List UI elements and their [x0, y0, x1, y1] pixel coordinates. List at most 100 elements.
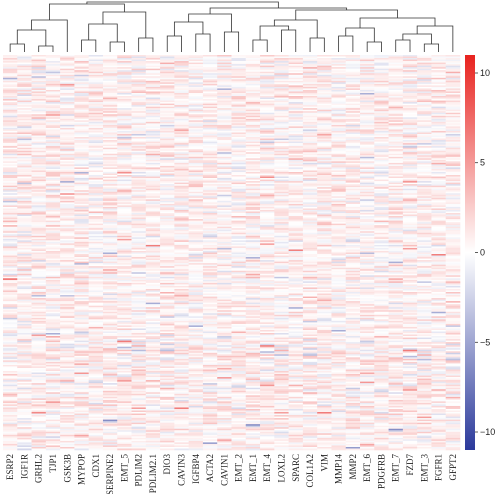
heatmap-cell [60, 171, 75, 174]
heatmap-cell [188, 416, 204, 419]
heatmap-cell [45, 258, 61, 261]
heatmap-cell [231, 380, 247, 382]
heatmap-cell [160, 340, 175, 343]
heatmap-cell [88, 325, 104, 328]
heatmap-cell [260, 73, 275, 76]
heatmap-cell [174, 395, 189, 398]
heatmap-cell [74, 422, 89, 425]
heatmap-cell [217, 103, 232, 106]
heatmap-cell [217, 117, 232, 120]
heatmap-cell [174, 185, 189, 188]
heatmap-cell [188, 228, 204, 231]
heatmap-cell [145, 220, 161, 223]
heatmap-cell [145, 325, 161, 328]
heatmap-cell [188, 118, 204, 121]
heatmap-cell [17, 392, 32, 395]
heatmap-cell [3, 147, 18, 150]
heatmap-cell [3, 380, 18, 382]
heatmap-cell [188, 301, 204, 303]
heatmap-cell [174, 260, 189, 262]
heatmap-cell [245, 418, 261, 420]
heatmap-cell [3, 86, 18, 89]
heatmap-cell [74, 225, 89, 227]
heatmap-cell [60, 91, 75, 94]
heatmap-cell [88, 415, 104, 417]
heatmap-cell [117, 301, 132, 303]
heatmap-cell [188, 337, 204, 340]
heatmap-cell [3, 389, 18, 392]
heatmap-cell [45, 404, 61, 407]
heatmap-cell [260, 361, 275, 364]
heatmap-cell [231, 226, 247, 229]
heatmap-cell [174, 374, 189, 376]
heatmap-cell [202, 193, 218, 196]
heatmap-cell [260, 348, 275, 351]
heatmap-cell [3, 371, 18, 373]
heatmap-cell [260, 261, 275, 264]
heatmap-cell [3, 298, 18, 300]
heatmap-cell [217, 295, 232, 297]
heatmap-cell [174, 152, 189, 155]
heatmap-cell [88, 188, 104, 191]
heatmap-cell [188, 323, 204, 326]
heatmap-cell [31, 439, 47, 442]
heatmap-cell [117, 439, 132, 442]
heatmap-cell [117, 408, 132, 411]
heatmap-cell [231, 132, 247, 135]
heatmap-cell [117, 71, 132, 74]
heatmap-cell [88, 331, 104, 334]
heatmap-cell [117, 89, 132, 92]
heatmap-cell [202, 333, 218, 335]
heatmap-cell [260, 147, 275, 150]
heatmap-cell [3, 96, 18, 98]
heatmap-cell [145, 203, 161, 206]
heatmap-cell [74, 234, 89, 237]
heatmap-cell [74, 343, 89, 346]
heatmap-cell [31, 288, 47, 291]
heatmap-cell [188, 437, 204, 440]
heatmap-cell [217, 270, 232, 273]
heatmap-cell [31, 211, 47, 214]
heatmap-cell [245, 367, 261, 370]
heatmap-cell [231, 372, 247, 375]
heatmap-cell [245, 140, 261, 142]
heatmap-cell [217, 419, 232, 422]
heatmap-cell [217, 123, 232, 126]
heatmap-cell [45, 222, 61, 224]
heatmap-cell [3, 184, 18, 186]
heatmap-cell [131, 185, 147, 188]
heatmap-cell [260, 105, 275, 107]
heatmap-cell [60, 124, 75, 127]
heatmap-cell [45, 61, 61, 63]
heatmap-cell [88, 205, 104, 208]
heatmap-cell [231, 381, 247, 384]
heatmap-cell [3, 206, 18, 209]
heatmap-cell [131, 443, 147, 446]
heatmap-cell [88, 316, 104, 319]
heatmap-cell [17, 340, 32, 343]
heatmap-cell [145, 76, 161, 79]
heatmap-cell [102, 308, 118, 311]
heatmap-cell [102, 431, 118, 434]
heatmap-cell [74, 156, 89, 159]
heatmap-cell [3, 225, 18, 227]
heatmap-cell [74, 377, 89, 379]
heatmap-cell [231, 252, 247, 255]
heatmap-cell [74, 383, 89, 385]
heatmap-cell [74, 380, 89, 382]
heatmap-cell [217, 343, 232, 346]
heatmap-cell [260, 61, 275, 63]
heatmap-cell [231, 410, 247, 413]
heatmap-cell [245, 205, 261, 208]
heatmap-cell [145, 360, 161, 363]
heatmap-cell [174, 58, 189, 60]
heatmap-cell [31, 167, 47, 170]
heatmap-cell [117, 282, 132, 285]
heatmap-cell [245, 266, 261, 268]
heatmap-cell [217, 55, 232, 57]
heatmap-cell [231, 61, 247, 63]
heatmap-cell [31, 360, 47, 363]
heatmap-cell [260, 208, 275, 211]
heatmap-cell [260, 194, 275, 197]
heatmap-cell [117, 126, 132, 129]
